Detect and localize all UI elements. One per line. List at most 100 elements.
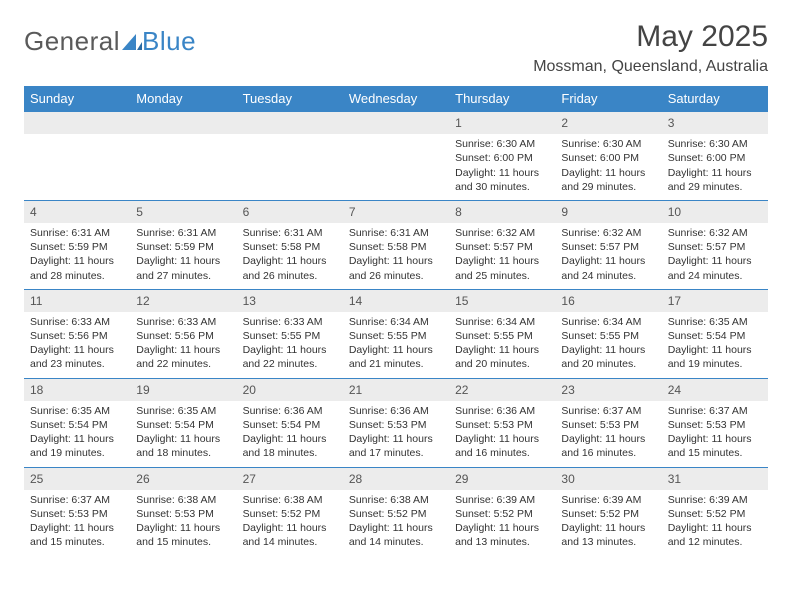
day1-text: Daylight: 11 hours	[136, 521, 230, 535]
day-info-cell: Sunrise: 6:32 AMSunset: 5:57 PMDaylight:…	[555, 223, 661, 289]
day-number-cell: 14	[343, 289, 449, 312]
sunset-text: Sunset: 5:54 PM	[243, 418, 337, 432]
day2-text: and 22 minutes.	[136, 357, 230, 371]
day-info-cell	[237, 134, 343, 200]
day1-text: Daylight: 11 hours	[243, 432, 337, 446]
sunrise-text: Sunrise: 6:32 AM	[455, 226, 549, 240]
day-info-cell: Sunrise: 6:36 AMSunset: 5:54 PMDaylight:…	[237, 401, 343, 467]
day-info-cell: Sunrise: 6:39 AMSunset: 5:52 PMDaylight:…	[449, 490, 555, 556]
day1-text: Daylight: 11 hours	[668, 432, 762, 446]
sunrise-text: Sunrise: 6:37 AM	[561, 404, 655, 418]
day-info-cell: Sunrise: 6:32 AMSunset: 5:57 PMDaylight:…	[662, 223, 768, 289]
day1-text: Daylight: 11 hours	[30, 521, 124, 535]
day1-text: Daylight: 11 hours	[561, 343, 655, 357]
sunset-text: Sunset: 5:58 PM	[349, 240, 443, 254]
day-info-cell: Sunrise: 6:38 AMSunset: 5:52 PMDaylight:…	[343, 490, 449, 556]
day-info-cell: Sunrise: 6:39 AMSunset: 5:52 PMDaylight:…	[662, 490, 768, 556]
day-number-cell: 12	[130, 289, 236, 312]
day-info-cell: Sunrise: 6:31 AMSunset: 5:58 PMDaylight:…	[343, 223, 449, 289]
day-number-cell: 9	[555, 200, 661, 223]
day-info-cell: Sunrise: 6:37 AMSunset: 5:53 PMDaylight:…	[662, 401, 768, 467]
sunrise-text: Sunrise: 6:37 AM	[668, 404, 762, 418]
daynum-row: 18192021222324	[24, 378, 768, 401]
day1-text: Daylight: 11 hours	[136, 254, 230, 268]
sunrise-text: Sunrise: 6:33 AM	[243, 315, 337, 329]
day-info-cell	[24, 134, 130, 200]
sunset-text: Sunset: 5:54 PM	[668, 329, 762, 343]
day-info-cell: Sunrise: 6:33 AMSunset: 5:56 PMDaylight:…	[24, 312, 130, 378]
day2-text: and 19 minutes.	[668, 357, 762, 371]
sunrise-text: Sunrise: 6:32 AM	[561, 226, 655, 240]
day-number-cell: 23	[555, 378, 661, 401]
sunrise-text: Sunrise: 6:38 AM	[349, 493, 443, 507]
day2-text: and 29 minutes.	[668, 180, 762, 194]
sunrise-text: Sunrise: 6:33 AM	[136, 315, 230, 329]
sunset-text: Sunset: 6:00 PM	[455, 151, 549, 165]
sunset-text: Sunset: 5:57 PM	[668, 240, 762, 254]
day-number-cell: 26	[130, 467, 236, 490]
sunset-text: Sunset: 5:55 PM	[243, 329, 337, 343]
sunrise-text: Sunrise: 6:32 AM	[668, 226, 762, 240]
sunset-text: Sunset: 5:53 PM	[349, 418, 443, 432]
sunrise-text: Sunrise: 6:31 AM	[243, 226, 337, 240]
sunset-text: Sunset: 6:00 PM	[668, 151, 762, 165]
sunrise-text: Sunrise: 6:31 AM	[136, 226, 230, 240]
day1-text: Daylight: 11 hours	[561, 521, 655, 535]
day-number-cell: 5	[130, 200, 236, 223]
day2-text: and 15 minutes.	[30, 535, 124, 549]
day-number-cell: 31	[662, 467, 768, 490]
day2-text: and 15 minutes.	[668, 446, 762, 460]
day2-text: and 28 minutes.	[30, 269, 124, 283]
day-number-cell: 29	[449, 467, 555, 490]
day-number-cell	[130, 112, 236, 135]
day-header: Saturday	[662, 86, 768, 112]
day-header: Tuesday	[237, 86, 343, 112]
day1-text: Daylight: 11 hours	[668, 343, 762, 357]
day2-text: and 26 minutes.	[243, 269, 337, 283]
day2-text: and 18 minutes.	[136, 446, 230, 460]
sunrise-text: Sunrise: 6:33 AM	[30, 315, 124, 329]
day-number-cell: 11	[24, 289, 130, 312]
day1-text: Daylight: 11 hours	[668, 166, 762, 180]
sunrise-text: Sunrise: 6:38 AM	[243, 493, 337, 507]
info-row: Sunrise: 6:37 AMSunset: 5:53 PMDaylight:…	[24, 490, 768, 556]
day2-text: and 24 minutes.	[561, 269, 655, 283]
sunrise-text: Sunrise: 6:36 AM	[243, 404, 337, 418]
day2-text: and 20 minutes.	[455, 357, 549, 371]
day-number-cell: 25	[24, 467, 130, 490]
day-number-cell: 2	[555, 112, 661, 135]
day-info-cell	[130, 134, 236, 200]
day2-text: and 15 minutes.	[136, 535, 230, 549]
sunset-text: Sunset: 5:53 PM	[668, 418, 762, 432]
day-info-cell: Sunrise: 6:31 AMSunset: 5:59 PMDaylight:…	[24, 223, 130, 289]
info-row: Sunrise: 6:30 AMSunset: 6:00 PMDaylight:…	[24, 134, 768, 200]
sunset-text: Sunset: 5:59 PM	[136, 240, 230, 254]
sunrise-text: Sunrise: 6:37 AM	[30, 493, 124, 507]
sunrise-text: Sunrise: 6:39 AM	[455, 493, 549, 507]
day-number-cell	[343, 112, 449, 135]
sunset-text: Sunset: 5:57 PM	[561, 240, 655, 254]
day-number-cell: 20	[237, 378, 343, 401]
day-info-cell: Sunrise: 6:35 AMSunset: 5:54 PMDaylight:…	[24, 401, 130, 467]
day1-text: Daylight: 11 hours	[30, 254, 124, 268]
day2-text: and 29 minutes.	[561, 180, 655, 194]
day1-text: Daylight: 11 hours	[455, 343, 549, 357]
day1-text: Daylight: 11 hours	[30, 343, 124, 357]
day-info-cell: Sunrise: 6:30 AMSunset: 6:00 PMDaylight:…	[555, 134, 661, 200]
day2-text: and 13 minutes.	[455, 535, 549, 549]
calendar-table: Sunday Monday Tuesday Wednesday Thursday…	[24, 86, 768, 555]
sunset-text: Sunset: 5:53 PM	[30, 507, 124, 521]
day2-text: and 13 minutes.	[561, 535, 655, 549]
day1-text: Daylight: 11 hours	[30, 432, 124, 446]
day-info-cell: Sunrise: 6:37 AMSunset: 5:53 PMDaylight:…	[555, 401, 661, 467]
day2-text: and 30 minutes.	[455, 180, 549, 194]
day-info-cell: Sunrise: 6:38 AMSunset: 5:52 PMDaylight:…	[237, 490, 343, 556]
day1-text: Daylight: 11 hours	[349, 432, 443, 446]
day2-text: and 16 minutes.	[455, 446, 549, 460]
day1-text: Daylight: 11 hours	[561, 254, 655, 268]
day-header: Monday	[130, 86, 236, 112]
day-info-cell	[343, 134, 449, 200]
day1-text: Daylight: 11 hours	[455, 432, 549, 446]
day-number-cell: 7	[343, 200, 449, 223]
day-number-cell	[24, 112, 130, 135]
